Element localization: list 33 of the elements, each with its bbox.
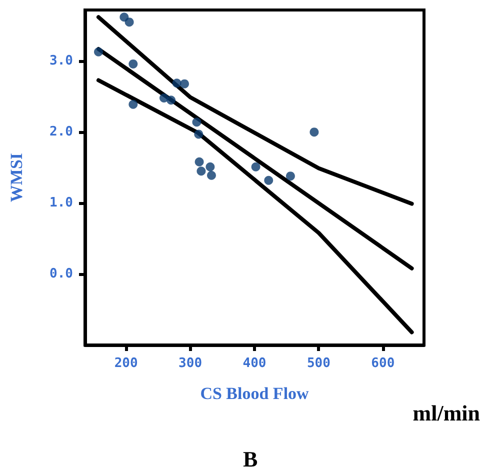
line-series [96, 78, 414, 334]
point [192, 118, 202, 127]
point [128, 59, 138, 68]
x-tick-label: 500 [306, 356, 331, 371]
point [159, 94, 168, 103]
point [124, 18, 134, 27]
point [194, 157, 204, 166]
y-tick-label: 1.0 [50, 196, 74, 211]
text: ml/min [412, 400, 480, 426]
point [172, 78, 182, 88]
point [128, 100, 138, 109]
y-tick-label: 2.0 [50, 124, 74, 140]
point [94, 47, 103, 56]
y-tick-label: 3.0 [50, 54, 74, 69]
point [251, 162, 260, 172]
point [286, 172, 295, 181]
point [196, 166, 206, 176]
point [180, 79, 190, 88]
x-tick-label: 600 [371, 356, 395, 371]
point [206, 162, 215, 172]
point [310, 128, 319, 137]
x-tick-label: 200 [114, 356, 138, 371]
point [166, 96, 176, 105]
x-tick-label: 300 [178, 356, 202, 371]
point [194, 130, 204, 139]
y-tick-label: 0.0 [50, 266, 74, 282]
point [206, 170, 216, 180]
x-tick-label: 400 [242, 356, 266, 371]
x-axis-title: CS Blood Flow [200, 384, 310, 403]
line-series [96, 15, 414, 206]
y-axis-title: WMSI [7, 152, 26, 202]
point [264, 176, 274, 185]
text: B [243, 446, 258, 472]
